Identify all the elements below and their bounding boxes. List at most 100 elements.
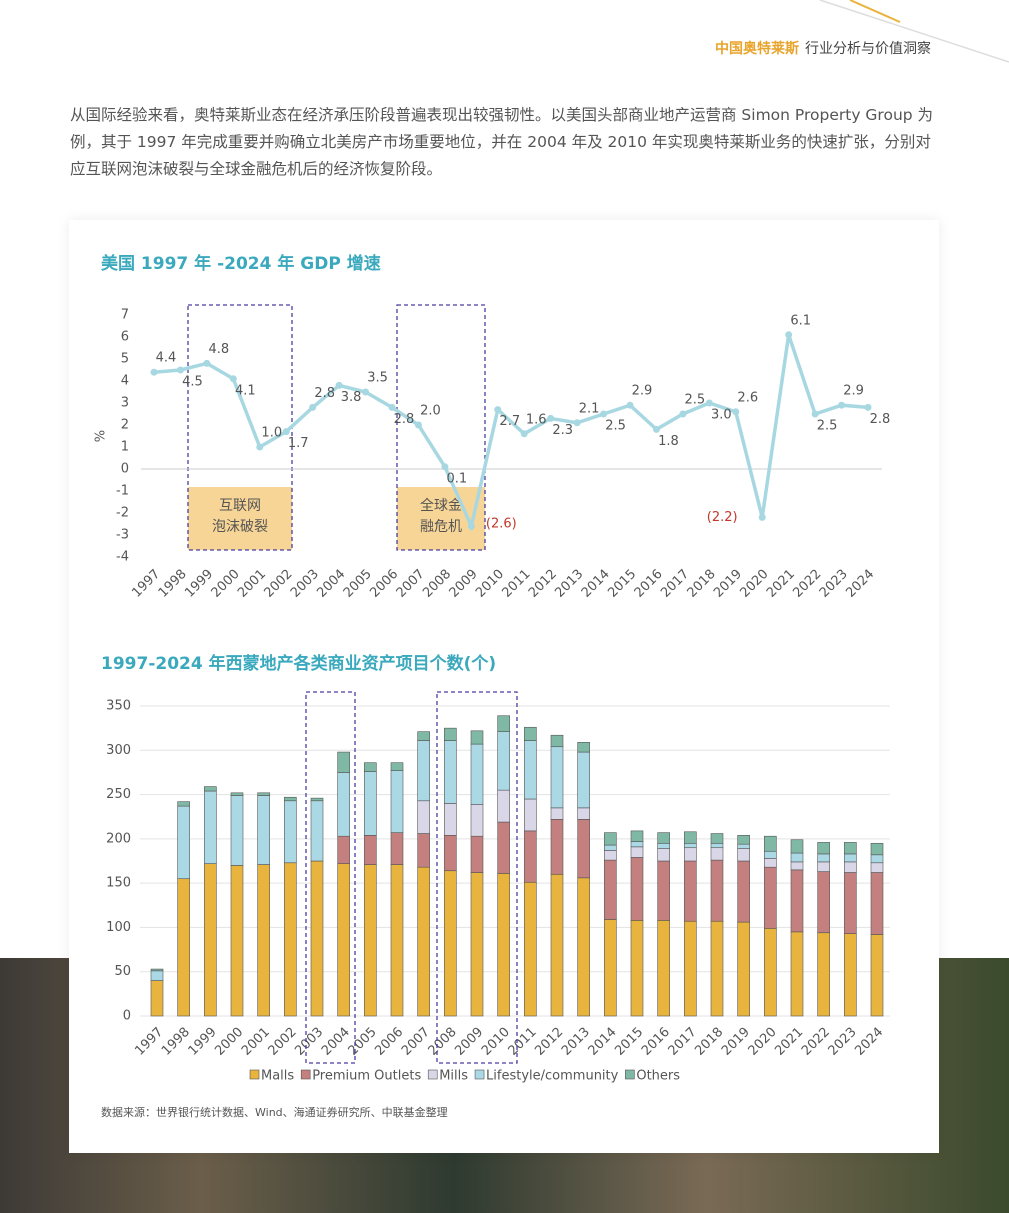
x-tick-label: 2022 (799, 1025, 833, 1059)
bar-segment (710, 842, 724, 849)
bar-segment (817, 861, 830, 872)
bar-segment (737, 848, 750, 862)
x-tick-label: 2015 (612, 1025, 646, 1059)
bar-segment (417, 800, 430, 834)
bar-segment (150, 968, 164, 972)
bar-segment (177, 801, 190, 807)
bar-segment (444, 727, 457, 741)
point (309, 403, 317, 411)
data-label: (2.2) (707, 510, 738, 525)
bar-segment (497, 821, 510, 874)
bar-segment (284, 800, 297, 864)
bar-segment (710, 847, 724, 861)
point (864, 403, 872, 411)
y-tick-label: -3 (116, 528, 129, 543)
y-tick-label: 300 (106, 743, 131, 758)
x-tick-label: 2021 (764, 567, 798, 601)
bar-segment (444, 870, 457, 1017)
data-label: 0.1 (447, 471, 468, 486)
bar-segment (444, 803, 457, 836)
annotation-text: 融危机 (420, 519, 462, 535)
bar-segment (604, 832, 617, 846)
bar-segment (764, 866, 777, 929)
legend-swatch (474, 1069, 485, 1080)
data-label: 1.6 (526, 412, 547, 427)
y-tick-label: 5 (121, 352, 129, 367)
data-label: 4.5 (182, 375, 203, 390)
bar-segment (710, 833, 724, 844)
data-label: (2.6) (486, 517, 517, 532)
data-label: 2.5 (817, 419, 838, 434)
x-tick-label: 2020 (738, 567, 772, 601)
bar-segment (817, 853, 830, 863)
bar-segment (417, 731, 430, 741)
bar-segment (844, 861, 857, 873)
bar-segment (310, 797, 324, 802)
bar-segment (417, 740, 430, 802)
x-tick-label: 1997 (132, 1025, 166, 1059)
bar-segment (764, 928, 777, 1017)
bar-segment (390, 832, 404, 865)
legend-swatch (249, 1069, 260, 1080)
y-tick-label: 4 (121, 374, 129, 389)
data-label: 2.5 (685, 393, 706, 408)
point (467, 522, 475, 530)
y-tick-label: -1 (116, 484, 129, 499)
header-subtitle: 行业分析与价值洞察 (805, 41, 931, 57)
decor-line (819, 0, 1009, 63)
x-tick-label: 2019 (711, 567, 745, 601)
y-tick-label: -2 (116, 506, 129, 521)
bar-segment (630, 841, 644, 848)
x-tick-label: 2008 (426, 1025, 460, 1059)
bar-segment (230, 795, 244, 866)
bar-segment (497, 731, 510, 791)
x-tick-label: 2002 (262, 567, 296, 601)
body-text: 从国际经验来看，奥特莱斯业态在经济承压阶段普遍表现出较强韧性。以美国头部商业地产… (70, 106, 934, 178)
bar-segment (630, 846, 644, 858)
data-label: 2.5 (605, 419, 626, 434)
x-tick-label: 2006 (367, 567, 401, 601)
bar-segment (630, 857, 644, 921)
bar-segment (150, 970, 164, 981)
bar-segment (364, 835, 377, 865)
bar-segment (577, 877, 590, 1017)
data-label: 1.0 (261, 426, 282, 441)
bar-segment (417, 833, 430, 868)
point (838, 401, 846, 409)
bar-segment (737, 921, 750, 1017)
bar-segment (337, 863, 350, 1017)
y-tick-label: -4 (116, 550, 129, 565)
y-tick-label: 2 (121, 418, 129, 433)
x-tick-label: 1997 (129, 567, 163, 601)
data-label: 2.0 (420, 404, 441, 419)
bar-segment (524, 726, 537, 741)
point (573, 419, 581, 427)
x-tick-label: 1998 (159, 1025, 193, 1059)
brand: 中国奥特莱斯 (715, 41, 799, 57)
annotation-text: 泡沫破裂 (212, 519, 268, 535)
bar-segment (790, 852, 804, 863)
data-label: 6.1 (790, 313, 811, 328)
legend-label: Others (636, 1069, 680, 1084)
bar-segment (657, 842, 670, 849)
point (494, 406, 502, 414)
y-tick-label: 0 (123, 1009, 131, 1024)
data-label: 2.9 (632, 384, 653, 399)
bar-segment (684, 842, 697, 849)
data-label: 2.8 (394, 412, 415, 427)
point (256, 443, 264, 451)
annotation-fill (397, 487, 485, 550)
data-label: 3.8 (341, 390, 362, 405)
annotation-box (396, 304, 486, 551)
chart-title: 美国 1997 年 -2024 年 GDP 增速 (101, 253, 381, 274)
x-tick-label: 2003 (292, 1025, 326, 1059)
bar-segment (844, 872, 857, 934)
y-tick-label: 0 (121, 462, 129, 477)
bar-segment (470, 872, 484, 1017)
bar-segment (257, 864, 270, 1017)
source: 数据来源：世界银行统计数据、Wind、海通证券研究所、中联基金整理 (101, 1106, 448, 1119)
point (150, 368, 158, 376)
bar-segment (870, 854, 884, 864)
x-tick-label: 2001 (239, 1025, 273, 1059)
